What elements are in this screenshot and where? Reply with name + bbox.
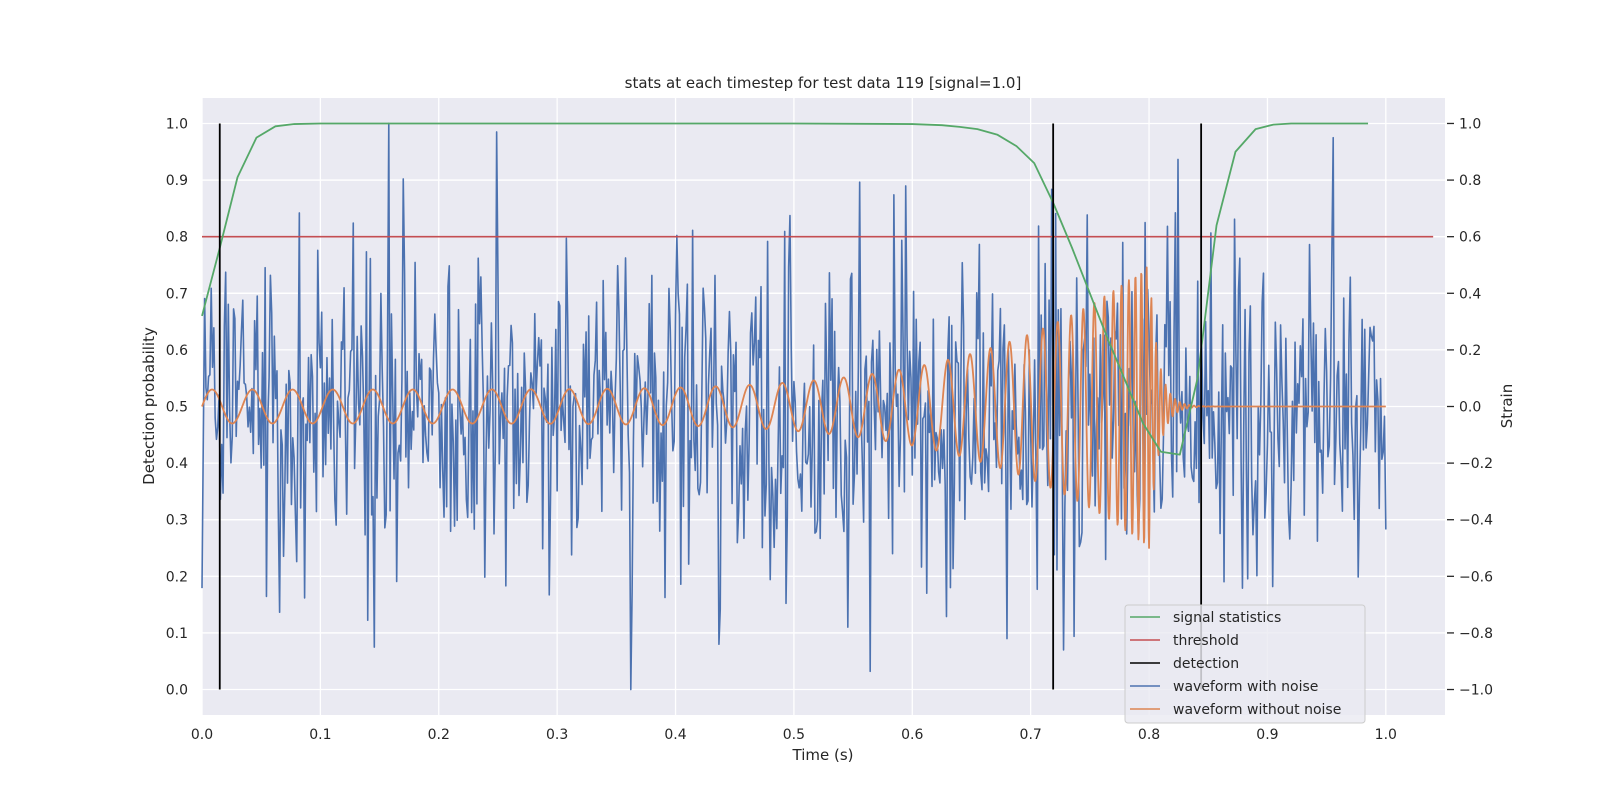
series-waveform-with-noise (201, 122, 1387, 691)
left-y-tick-label: 0.5 (166, 400, 188, 416)
x-tick-label: 0.6 (901, 727, 923, 743)
chart-title: stats at each timestep for test data 119… (625, 74, 1022, 92)
right-y-axis-title: Strain (1498, 384, 1516, 428)
right-y-tick-label: 0.0 (1459, 400, 1481, 416)
series-layer (201, 122, 1434, 691)
left-y-tick-label: 0.3 (166, 513, 188, 529)
x-tick-label: 0.5 (783, 727, 805, 743)
right-y-tick-label: −0.8 (1459, 626, 1493, 642)
legend-box (1124, 604, 1366, 724)
left-y-tick-label: 0.2 (166, 569, 188, 585)
left-y-tick-label: 0.1 (166, 626, 188, 642)
legend-label-waveform-with-noise: waveform with noise (1173, 679, 1318, 695)
right-y-tick-label: −0.2 (1459, 456, 1493, 472)
legend-label-threshold: threshold (1173, 633, 1239, 649)
x-tick-label: 0.0 (191, 727, 213, 743)
right-y-tick-label: 0.4 (1459, 286, 1481, 302)
legend: signal statistics threshold detection wa… (1124, 604, 1366, 724)
legend-label-signal-statistics: signal statistics (1173, 610, 1281, 626)
ticks: 0.0 0.1 0.2 0.3 0.4 0.5 0.6 0.7 0.8 0.9 1.0 0.0 0.1 0… (166, 116, 1493, 743)
right-y-tick-label: 1.0 (1459, 116, 1481, 132)
x-axis-title: Time (s) (792, 746, 854, 764)
series-signal-statistics (201, 122, 1369, 456)
right-y-tick-label: −0.6 (1459, 569, 1493, 585)
right-y-tick-label: −0.4 (1459, 513, 1493, 529)
left-y-tick-label: 1.0 (166, 116, 188, 132)
right-y-tick-label: 0.6 (1459, 230, 1481, 246)
x-tick-label: 0.2 (428, 727, 450, 743)
legend-label-detection: detection (1173, 656, 1239, 672)
left-y-tick-label: 0.8 (166, 230, 188, 246)
left-y-tick-label: 0.6 (166, 343, 188, 359)
legend-label-waveform-without-noise: waveform without noise (1173, 702, 1341, 718)
left-y-tick-label: 0.9 (166, 173, 188, 189)
x-tick-label: 0.7 (1020, 727, 1042, 743)
x-tick-label: 0.9 (1256, 727, 1278, 743)
left-y-tick-label: 0.0 (166, 683, 188, 699)
x-tick-label: 0.4 (664, 727, 686, 743)
x-tick-label: 1.0 (1375, 727, 1397, 743)
x-tick-label: 0.8 (1138, 727, 1160, 743)
left-y-tick-label: 0.4 (166, 456, 188, 472)
right-y-tick-label: −1.0 (1459, 683, 1493, 699)
left-y-tick-label: 0.7 (166, 286, 188, 302)
right-y-tick-label: 0.8 (1459, 173, 1481, 189)
left-y-axis-title: Detection probability (140, 327, 158, 485)
right-y-tick-label: 0.2 (1459, 343, 1481, 359)
x-tick-label: 0.1 (309, 727, 331, 743)
x-tick-label: 0.3 (546, 727, 568, 743)
series-waveform-without-noise (201, 266, 1387, 549)
